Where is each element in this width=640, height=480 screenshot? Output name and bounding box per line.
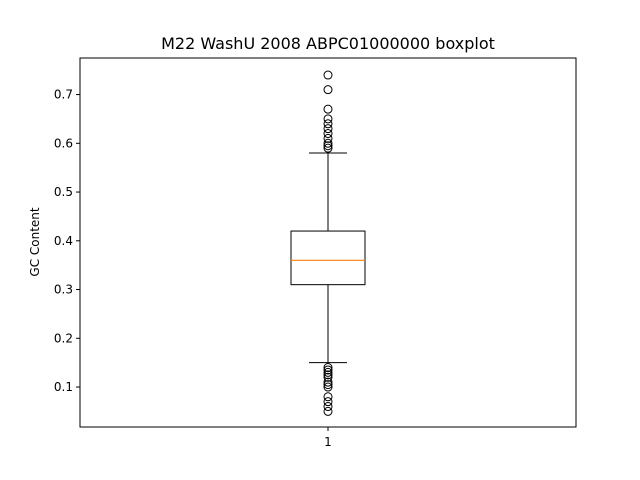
- outlier-point: [323, 104, 333, 114]
- y-tick-label: 0.1: [54, 380, 73, 394]
- outlier-point: [323, 70, 333, 80]
- outlier-point: [323, 380, 333, 390]
- outlier-point: [323, 365, 333, 375]
- outlier-point: [323, 119, 333, 129]
- y-tick-label: 0.3: [54, 283, 73, 297]
- y-tick-label: 0.5: [54, 185, 73, 199]
- outlier-point: [323, 133, 333, 143]
- outlier-point: [323, 367, 333, 377]
- y-tick-label: 0.4: [54, 234, 73, 248]
- iqr-box: [290, 230, 366, 286]
- outlier-point: [323, 372, 333, 382]
- outlier-point: [323, 114, 333, 124]
- outlier-point: [323, 370, 333, 380]
- outlier-point: [323, 363, 333, 373]
- outlier-point: [323, 138, 333, 148]
- plot-area: 0.1 0.2 0.3 0.4 0.5 0.6 0.7 1: [54, 57, 577, 449]
- outlier-point: [323, 124, 333, 134]
- outlier-point: [323, 141, 333, 151]
- chart-title: M22 WashU 2008 ABPC01000000 boxplot: [161, 34, 495, 53]
- y-tick-label: 0.7: [54, 88, 73, 102]
- y-tick-label: 0.2: [54, 331, 73, 345]
- x-tick-label: 1: [324, 435, 332, 449]
- y-tick-label: 0.6: [54, 136, 73, 150]
- y-axis-label: GC Content: [28, 207, 42, 277]
- outlier-point: [323, 143, 333, 153]
- outlier-point: [323, 377, 333, 387]
- outlier-point: [323, 85, 333, 95]
- outlier-point: [323, 402, 333, 412]
- outlier-point: [323, 382, 333, 392]
- outlier-point: [323, 392, 333, 402]
- outlier-point: [323, 406, 333, 416]
- outlier-point: [323, 129, 333, 139]
- outlier-point: [323, 397, 333, 407]
